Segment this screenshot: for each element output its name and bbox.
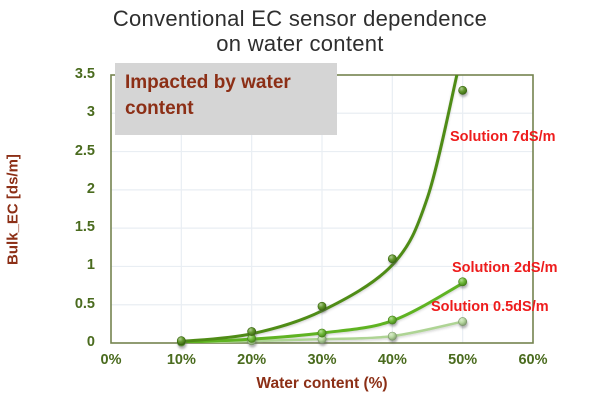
data-point-markers [176,85,468,347]
y-tick-label: 1 [86,257,95,274]
x-tick-label: 0% [100,352,122,368]
x-tick-label: 40% [377,352,407,368]
y-axis-title: Bulk_EC [ds/m] [4,154,22,265]
annotation-callout: Impacted by water content [115,63,337,135]
series-label-solution-05dsm: Solution 0.5dS/m [431,299,549,315]
series-label-solution-2dsm: Solution 2dS/m [452,260,558,276]
x-tick-label: 60% [518,352,548,368]
y-tick-label: 3 [86,104,95,121]
y-tick-label: 2.5 [74,142,95,159]
series-label-solution-7dsm: Solution 7dS/m [450,129,556,145]
x-tick-label: 20% [237,352,267,368]
x-tick-label: 30% [307,352,337,368]
y-tick-label: 0.5 [74,295,95,312]
y-tick-label: 3.5 [74,66,95,82]
x-tick-label: 50% [448,352,478,368]
chart-title-line1: Conventional EC sensor dependence [112,6,488,31]
y-tick-label: 0 [86,334,95,350]
x-axis-title: Water content (%) [256,375,388,392]
y-tick-label: 1.5 [74,219,95,236]
chart-title-line2: on water content [216,31,384,56]
y-tick-label: 2 [86,180,95,197]
chart-title: Conventional EC sensor dependence on wat… [0,6,600,56]
x-tick-label: 10% [166,352,196,368]
